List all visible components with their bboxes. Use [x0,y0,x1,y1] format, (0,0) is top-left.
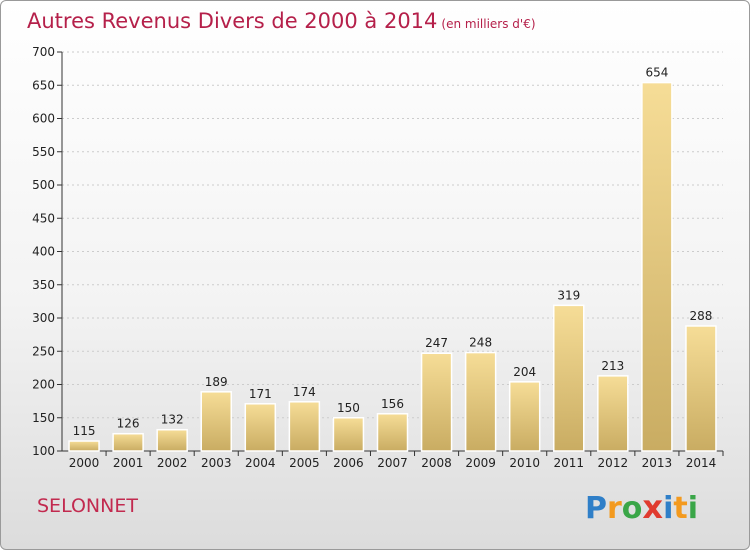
bar-2007[interactable] [376,413,409,452]
x-tick-label-2000: 2000 [69,456,100,470]
data-label-2001: 126 [117,417,140,431]
bar-2012[interactable] [597,375,629,452]
bars [68,81,717,452]
y-tick-label: 300 [32,311,55,325]
y-tick-label: 650 [32,78,55,92]
logo-letter: t [673,491,688,526]
x-tick-label-2004: 2004 [245,456,276,470]
bar-2010[interactable] [508,381,541,452]
y-tick-label: 100 [32,444,55,458]
logo-letter: i [687,491,698,526]
bar-2000[interactable] [68,440,100,452]
x-tick-label-2008: 2008 [421,456,452,470]
bar-2001[interactable] [112,432,144,452]
y-tick-label: 200 [32,378,55,392]
x-tick-label-2012: 2012 [598,456,629,470]
bar-2013[interactable] [641,81,673,452]
data-label-2005: 174 [293,385,316,399]
data-label-2002: 132 [161,413,184,427]
logo-letter: x [642,488,664,526]
x-tick-label-2003: 2003 [201,456,232,470]
data-label-2013: 654 [645,66,668,80]
bar-2003[interactable] [200,391,232,452]
x-tick-label-2010: 2010 [509,456,540,470]
logo-letter: r [607,491,622,526]
x-tick-label-2006: 2006 [333,456,364,470]
y-tick-label: 450 [32,211,55,225]
x-tick-label-2011: 2011 [553,456,584,470]
logo-letter: i [663,491,674,526]
y-tick-label: 500 [32,178,55,192]
y-tick-label: 150 [32,411,55,425]
bar-2002[interactable] [156,428,188,452]
y-tick-label: 400 [32,245,55,259]
bar-2011[interactable] [553,304,585,452]
title-unit: (en milliers d'€) [441,17,536,31]
data-label-2000: 115 [73,424,96,438]
bar-2009[interactable] [464,351,497,452]
bar-2008[interactable] [420,352,453,452]
bar-2004[interactable] [244,403,277,452]
y-tick-label: 350 [32,278,55,292]
data-label-2008: 247 [425,336,448,350]
bar-2006[interactable] [332,417,365,452]
x-tick-label-2001: 2001 [113,456,144,470]
proxiti-logo[interactable]: Proxiti [585,488,698,526]
axes: 100 150 200 250 300 350 400 450 500 550 600 650 700 2… [32,45,724,470]
data-labels: 115 126 132 189 171 174 150 156 247 248 204 319 213 6… [73,66,713,438]
x-tick-label-2007: 2007 [377,456,408,470]
commune-name: SELONNET [37,495,138,517]
data-label-2009: 248 [469,336,492,350]
y-tick-label: 700 [32,45,55,59]
data-label-2011: 319 [557,288,580,302]
y-tick-label: 550 [32,145,55,159]
logo-letter: o [621,491,643,526]
y-tick-label: 250 [32,344,55,358]
data-label-2006: 150 [337,401,360,415]
bar-2014[interactable] [685,325,717,452]
data-label-2007: 156 [381,397,404,411]
x-tick-label-2002: 2002 [157,456,188,470]
data-label-2003: 189 [205,375,228,389]
title-main: Autres Revenus Divers de 2000 à 2014 [27,9,438,33]
logo-letter: P [585,491,607,526]
x-tick-label-2005: 2005 [289,456,320,470]
data-label-2014: 288 [690,309,713,323]
x-tick-label-2013: 2013 [642,456,673,470]
data-label-2010: 204 [513,365,536,379]
data-label-2012: 213 [601,359,624,373]
x-tick-label-2014: 2014 [686,456,717,470]
bar-2005[interactable] [288,401,321,452]
data-label-2004: 171 [249,387,272,401]
y-tick-label: 600 [32,112,55,126]
chart-title: Autres Revenus Divers de 2000 à 2014 (en … [27,9,536,33]
x-tick-label-2009: 2009 [465,456,496,470]
